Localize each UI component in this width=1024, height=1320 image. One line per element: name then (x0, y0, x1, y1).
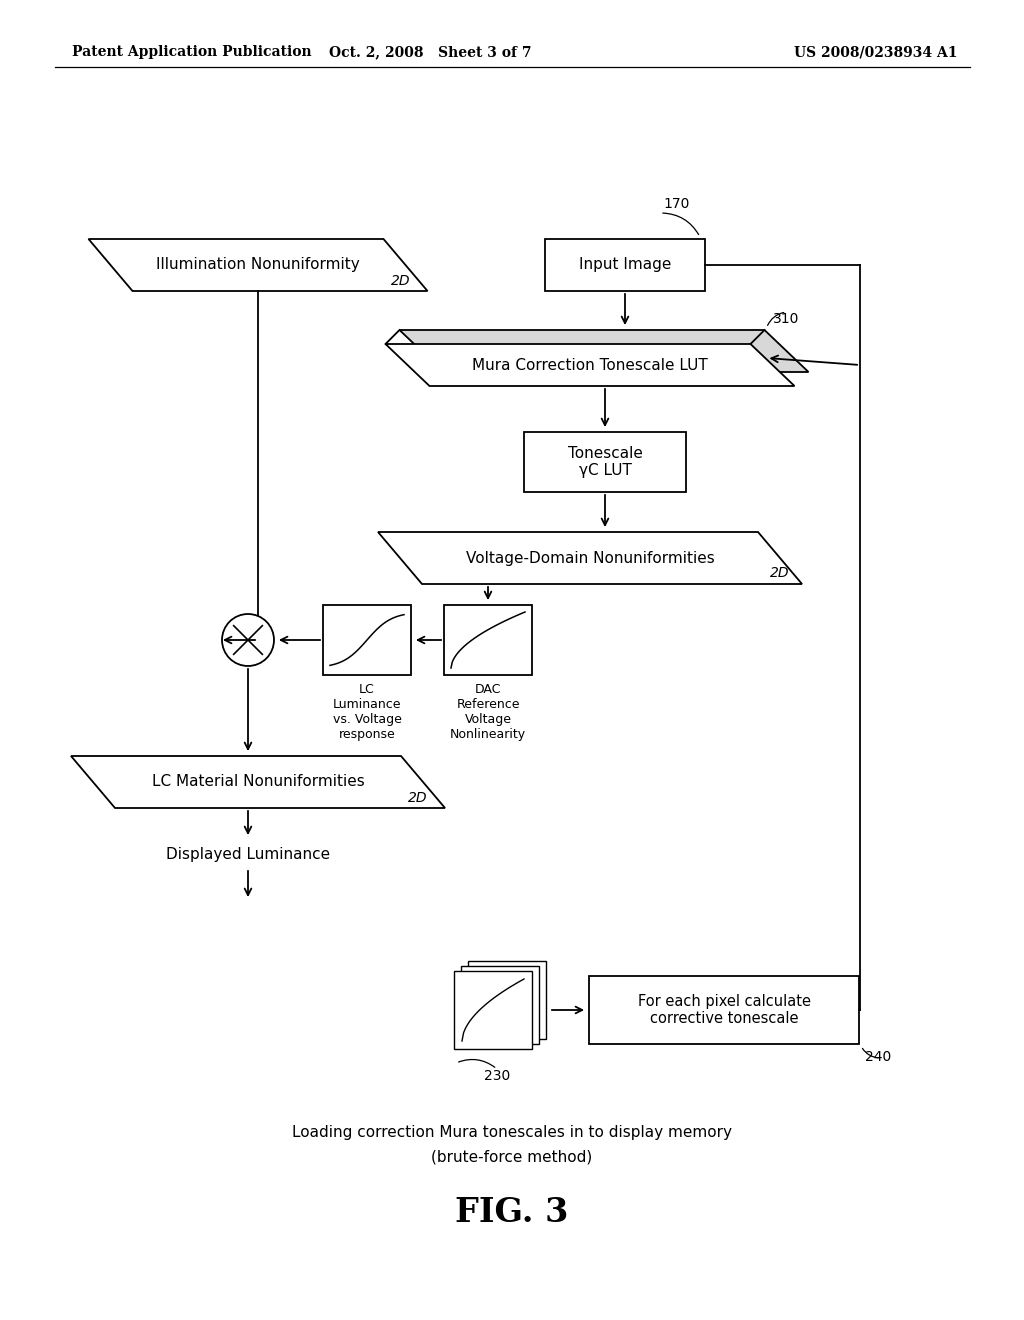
Polygon shape (385, 345, 795, 385)
Bar (444, 605, 532, 675)
Bar (468, 961, 546, 1039)
Text: 310: 310 (772, 312, 799, 326)
Bar (589, 975, 859, 1044)
Text: US 2008/0238934 A1: US 2008/0238934 A1 (795, 45, 958, 59)
Text: Loading correction Mura tonescales in to display memory: Loading correction Mura tonescales in to… (292, 1125, 732, 1139)
Bar (454, 972, 532, 1049)
Text: For each pixel calculate
corrective tonescale: For each pixel calculate corrective tone… (638, 994, 811, 1026)
Text: FIG. 3: FIG. 3 (456, 1196, 568, 1229)
Text: 2D: 2D (770, 566, 790, 579)
Text: Tonescale
γC LUT: Tonescale γC LUT (567, 446, 642, 478)
Polygon shape (88, 239, 427, 290)
Text: Oct. 2, 2008   Sheet 3 of 7: Oct. 2, 2008 Sheet 3 of 7 (329, 45, 531, 59)
Text: Input Image: Input Image (579, 257, 671, 272)
Text: 170: 170 (663, 197, 689, 211)
Text: Voltage-Domain Nonuniformities: Voltage-Domain Nonuniformities (466, 550, 715, 565)
Bar (461, 966, 539, 1044)
Text: (brute-force method): (brute-force method) (431, 1150, 593, 1164)
Text: Mura Correction Tonescale LUT: Mura Correction Tonescale LUT (472, 358, 708, 372)
Text: LC
Luminance
vs. Voltage
response: LC Luminance vs. Voltage response (333, 682, 401, 741)
Polygon shape (71, 756, 445, 808)
Polygon shape (378, 532, 802, 583)
Text: 230: 230 (484, 1069, 510, 1082)
Text: LC Material Nonuniformities: LC Material Nonuniformities (152, 775, 365, 789)
Text: Patent Application Publication: Patent Application Publication (72, 45, 311, 59)
Text: 2D: 2D (390, 275, 410, 288)
Polygon shape (399, 330, 809, 372)
Bar (545, 239, 705, 290)
Text: Illumination Nonuniformity: Illumination Nonuniformity (156, 257, 359, 272)
Bar (524, 432, 686, 492)
Text: DAC
Reference
Voltage
Nonlinearity: DAC Reference Voltage Nonlinearity (450, 682, 526, 741)
Text: Displayed Luminance: Displayed Luminance (166, 846, 330, 862)
Circle shape (222, 614, 274, 667)
Text: 2D: 2D (408, 791, 427, 805)
Bar (323, 605, 411, 675)
Text: 240: 240 (865, 1049, 891, 1064)
